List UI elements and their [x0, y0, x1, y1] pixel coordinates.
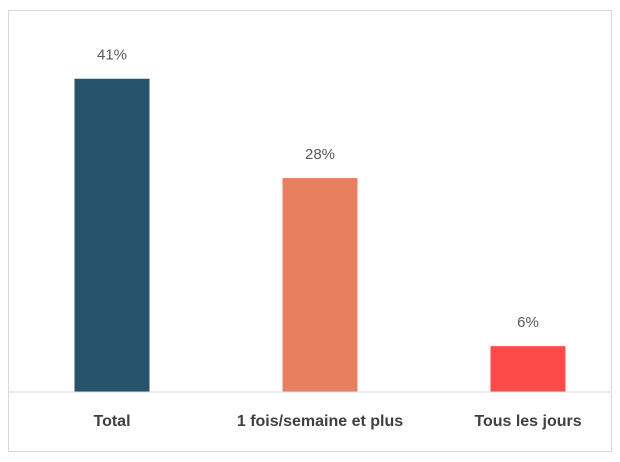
- bar: [282, 178, 358, 392]
- data-label: 6%: [517, 314, 539, 331]
- bar: [74, 78, 150, 392]
- chart-border: [8, 10, 612, 452]
- x-tick-label: Total: [93, 413, 131, 430]
- data-label: 28%: [305, 146, 335, 163]
- data-label: 41%: [97, 47, 127, 64]
- x-tick-label: 1 fois/semaine et plus: [236, 413, 404, 430]
- bar: [490, 346, 566, 392]
- x-tick-label: Tous les jours: [474, 413, 582, 430]
